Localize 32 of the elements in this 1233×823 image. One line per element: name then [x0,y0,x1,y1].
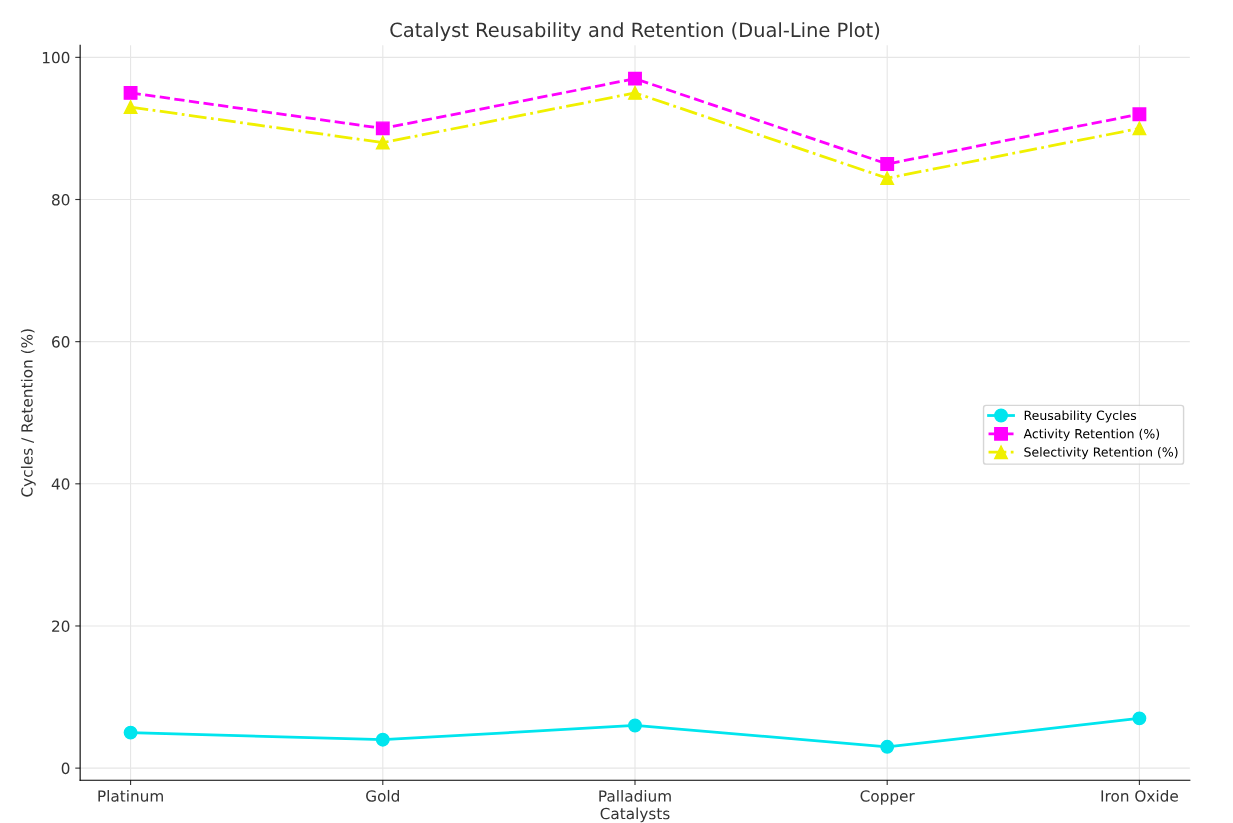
legend-label: Selectivity Retention (%) [1024,447,1178,460]
x-tick-label: Copper [860,790,915,805]
legend-label: Reusability Cycles [1024,410,1137,423]
point [375,732,390,747]
y-tick-label: 40 [51,478,70,490]
y-axis-title: Cycles / Retention (%) [20,329,36,497]
point [628,85,642,100]
point [123,85,138,100]
point [880,171,895,186]
point [880,739,895,754]
point [1132,107,1147,122]
point [123,100,138,115]
point [628,718,642,733]
x-tick-label: Palladium [599,789,671,802]
y-tick-label: 0 [61,762,70,775]
x-tick-label: Gold [366,789,399,802]
point [375,121,390,136]
legend-label: Activity Retention (%) [1023,428,1160,441]
point [1132,711,1147,726]
point [375,135,390,150]
chart-title: Catalyst Reusability and Retention (Dual-Line Plot) [390,22,880,41]
x-tick-label: Iron Oxide [1101,789,1178,802]
x-axis-title: Catalysts [600,807,670,823]
point [123,725,138,740]
y-tick-label: 60 [52,336,70,348]
point [628,71,642,86]
point [880,157,895,171]
y-tick-label: 100 [42,51,70,64]
point [1132,121,1147,136]
y-tick-label: 80 [52,193,70,206]
x-tick-label: Platinum [98,789,163,802]
y-tick-label: 20 [52,620,70,632]
